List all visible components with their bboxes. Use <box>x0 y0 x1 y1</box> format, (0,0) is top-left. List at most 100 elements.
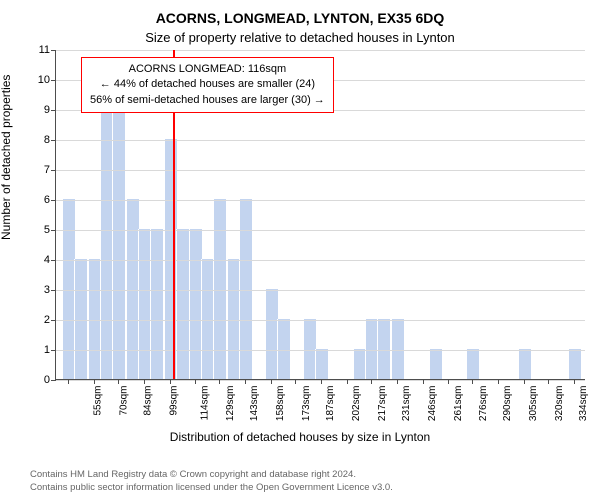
ytick-mark <box>51 290 56 291</box>
histogram-bar <box>315 349 329 379</box>
plot-area: 0123456789101155sqm70sqm84sqm99sqm114sqm… <box>55 50 585 380</box>
ytick-label: 4 <box>30 254 50 266</box>
gridline-h <box>56 350 585 351</box>
histogram-bar <box>391 319 405 379</box>
ytick-label: 9 <box>30 104 50 116</box>
xtick-label: 202sqm <box>351 386 362 422</box>
ytick-mark <box>51 230 56 231</box>
xtick-mark <box>397 379 398 384</box>
xtick-label: 84sqm <box>142 386 153 416</box>
info-box-line: ← 44% of detached houses are smaller (24… <box>90 77 325 92</box>
footer-line-2: Contains public sector information licen… <box>30 482 393 494</box>
ytick-mark <box>51 260 56 261</box>
xtick-mark <box>347 379 348 384</box>
ytick-mark <box>51 200 56 201</box>
ytick-mark <box>51 110 56 111</box>
xtick-label: 70sqm <box>118 386 129 416</box>
ytick-label: 2 <box>30 314 50 326</box>
info-box: ACORNS LONGMEAD: 116sqm← 44% of detached… <box>81 57 334 113</box>
gridline-h <box>56 170 585 171</box>
histogram-bar <box>568 349 582 379</box>
ytick-mark <box>51 80 56 81</box>
footer-line-1: Contains HM Land Registry data © Crown c… <box>30 469 393 481</box>
ytick-label: 5 <box>30 224 50 236</box>
gridline-h <box>56 290 585 291</box>
xtick-mark <box>448 379 449 384</box>
xtick-mark <box>524 379 525 384</box>
xtick-label: 173sqm <box>301 386 312 422</box>
xtick-mark <box>118 379 119 384</box>
histogram-bar <box>377 319 391 379</box>
xtick-label: 246sqm <box>427 386 438 422</box>
ytick-label: 1 <box>30 344 50 356</box>
xtick-mark <box>295 379 296 384</box>
xtick-mark <box>423 379 424 384</box>
ytick-mark <box>51 320 56 321</box>
ytick-label: 7 <box>30 164 50 176</box>
ytick-mark <box>51 50 56 51</box>
xtick-label: 99sqm <box>168 386 179 416</box>
xtick-mark <box>245 379 246 384</box>
xtick-label: 158sqm <box>275 386 286 422</box>
xtick-mark <box>574 379 575 384</box>
xtick-mark <box>371 379 372 384</box>
xtick-label: 217sqm <box>377 386 388 422</box>
xtick-label: 276sqm <box>478 386 489 422</box>
histogram-bar <box>74 259 88 379</box>
histogram-bar <box>112 109 126 379</box>
xtick-label: 114sqm <box>199 386 210 421</box>
xtick-mark <box>321 379 322 384</box>
chart-container: ACORNS, LONGMEAD, LYNTON, EX35 6DQ Size … <box>0 0 600 500</box>
xtick-label: 334sqm <box>578 386 589 422</box>
y-axis-label: Number of detached properties <box>0 75 13 240</box>
footer-attribution: Contains HM Land Registry data © Crown c… <box>30 469 393 494</box>
ytick-label: 10 <box>30 74 50 86</box>
histogram-bar <box>277 319 291 379</box>
gridline-h <box>56 320 585 321</box>
histogram-bar <box>213 199 227 379</box>
chart-title: ACORNS, LONGMEAD, LYNTON, EX35 6DQ <box>0 10 600 26</box>
xtick-label: 290sqm <box>503 386 514 422</box>
gridline-h <box>56 200 585 201</box>
info-box-line: ACORNS LONGMEAD: 116sqm <box>90 62 325 77</box>
ytick-mark <box>51 140 56 141</box>
xtick-mark <box>68 379 69 384</box>
xtick-label: 231sqm <box>401 386 412 422</box>
histogram-bar <box>466 349 480 379</box>
histogram-bar <box>518 349 532 379</box>
histogram-bar <box>429 349 443 379</box>
ytick-mark <box>51 350 56 351</box>
chart-subtitle: Size of property relative to detached ho… <box>0 30 600 45</box>
xtick-mark <box>548 379 549 384</box>
histogram-bar <box>239 199 253 379</box>
histogram-bar <box>176 229 190 379</box>
xtick-label: 320sqm <box>554 386 565 422</box>
x-axis-label: Distribution of detached houses by size … <box>0 430 600 444</box>
gridline-h <box>56 230 585 231</box>
gridline-h <box>56 140 585 141</box>
xtick-mark <box>94 379 95 384</box>
xtick-mark <box>144 379 145 384</box>
info-box-line: 56% of semi-detached houses are larger (… <box>90 93 325 108</box>
ytick-label: 6 <box>30 194 50 206</box>
xtick-mark <box>271 379 272 384</box>
gridline-h <box>56 260 585 261</box>
gridline-h <box>56 50 585 51</box>
xtick-mark <box>219 379 220 384</box>
xtick-label: 305sqm <box>528 386 539 422</box>
xtick-label: 55sqm <box>93 386 104 416</box>
ytick-mark <box>51 380 56 381</box>
xtick-label: 261sqm <box>453 386 464 422</box>
ytick-label: 11 <box>30 44 50 56</box>
xtick-label: 187sqm <box>325 386 336 422</box>
xtick-mark <box>195 379 196 384</box>
ytick-label: 3 <box>30 284 50 296</box>
xtick-label: 143sqm <box>250 386 261 422</box>
xtick-mark <box>472 379 473 384</box>
xtick-mark <box>170 379 171 384</box>
ytick-label: 8 <box>30 134 50 146</box>
xtick-mark <box>498 379 499 384</box>
histogram-bar <box>150 229 164 379</box>
xtick-label: 129sqm <box>225 386 236 422</box>
ytick-mark <box>51 170 56 171</box>
